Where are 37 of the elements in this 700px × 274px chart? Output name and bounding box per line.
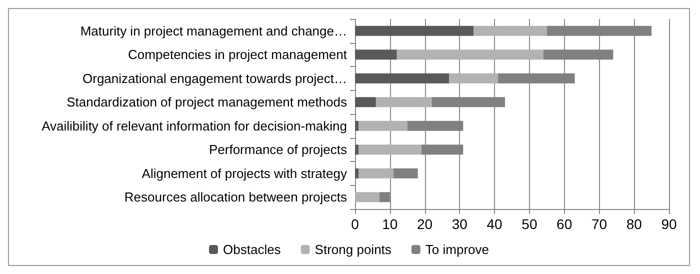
legend-label: Strong points — [314, 242, 392, 257]
y-tick-label: Organizational engagement towards project… — [82, 70, 347, 86]
y-tick-label: Standardization of project management methods — [66, 94, 348, 110]
bar — [358, 144, 422, 155]
x-tick-label: 20 — [416, 216, 433, 232]
bar — [376, 97, 432, 108]
bar — [396, 50, 544, 60]
x-tick-label: 70 — [591, 216, 608, 232]
legend-label: To improve — [425, 242, 489, 257]
x-tick-label: 40 — [486, 216, 503, 232]
y-tick-label: Alignement of projects with strategy — [142, 166, 348, 181]
bar — [355, 97, 376, 108]
x-tick-label: 0 — [351, 216, 360, 232]
bar — [355, 26, 474, 36]
x-tick-label: 30 — [452, 216, 468, 232]
x-tick-label: 60 — [556, 216, 572, 232]
bar — [358, 120, 408, 131]
bar — [355, 144, 358, 155]
bar — [355, 120, 358, 131]
x-tick-label: 80 — [626, 216, 642, 232]
x-tick-label: 90 — [661, 216, 677, 232]
y-tick-label: Maturity in project management and change… — [80, 23, 347, 38]
x-tick-label: 50 — [522, 216, 538, 232]
bar — [449, 73, 498, 84]
bar — [358, 168, 394, 178]
bar — [355, 168, 358, 178]
bar — [355, 73, 450, 84]
y-tick-label: Resources allocation between projects — [124, 190, 348, 205]
legend-label: Obstacles — [223, 242, 282, 257]
y-tick-label: Competencies in project management — [128, 47, 348, 62]
y-tick-label: Availibility of relevant information for decision-making — [42, 118, 347, 134]
bar — [393, 168, 418, 178]
x-tick-label: 10 — [382, 216, 398, 232]
bar — [474, 26, 547, 36]
bar — [355, 192, 380, 202]
y-tick-label: Performance of projects — [208, 142, 348, 158]
bar — [355, 50, 397, 60]
